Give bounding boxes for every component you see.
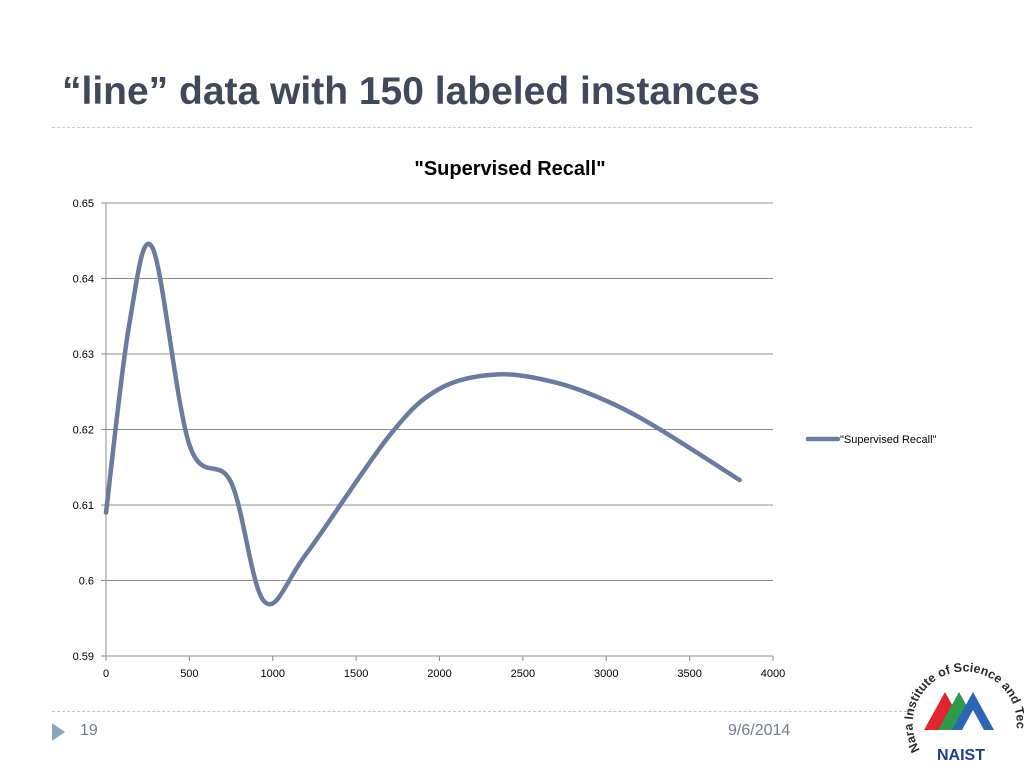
- y-tick-label: 0.65: [73, 198, 94, 210]
- y-tick-label: 0.62: [73, 425, 94, 437]
- x-tick-label: 3500: [677, 668, 701, 680]
- slide-date: 9/6/2014: [728, 722, 791, 739]
- y-tick-label: 0.63: [73, 349, 94, 361]
- x-tick-label: 2500: [511, 668, 535, 680]
- x-tick-label: 2000: [427, 668, 451, 680]
- x-tick-label: 500: [180, 668, 198, 680]
- chart-title: "Supervised Recall": [414, 158, 606, 180]
- x-tick-label: 0: [103, 668, 109, 680]
- x-tick-label: 3000: [594, 668, 618, 680]
- x-tick-label: 4000: [761, 668, 785, 680]
- x-tick-label: 1000: [261, 668, 285, 680]
- slide-marker-arrow-icon: [52, 723, 65, 741]
- series-line: [103, 241, 742, 607]
- y-tick-label: 0.59: [73, 651, 94, 663]
- y-tick-label: 0.64: [73, 274, 94, 286]
- line-chart: 0.59 0.6 0.61 0.62 0.63 0.64 0.65 0 500 1000 1500 2…: [73, 198, 937, 680]
- footer-divider: [52, 711, 912, 712]
- slide-title: “line” data with 150 labeled instances: [62, 70, 760, 113]
- x-tick-label: 1500: [344, 668, 368, 680]
- page-number: 19: [80, 722, 98, 739]
- y-tick-label: 0.6: [79, 576, 94, 588]
- legend-label: "Supervised Recall": [840, 434, 937, 446]
- title-divider: [52, 127, 972, 128]
- y-tick-label: 0.61: [73, 500, 94, 512]
- naist-logo: Nara Institute of Science and Technology…: [904, 650, 1024, 764]
- logo-wordmark: NAIST: [937, 747, 985, 764]
